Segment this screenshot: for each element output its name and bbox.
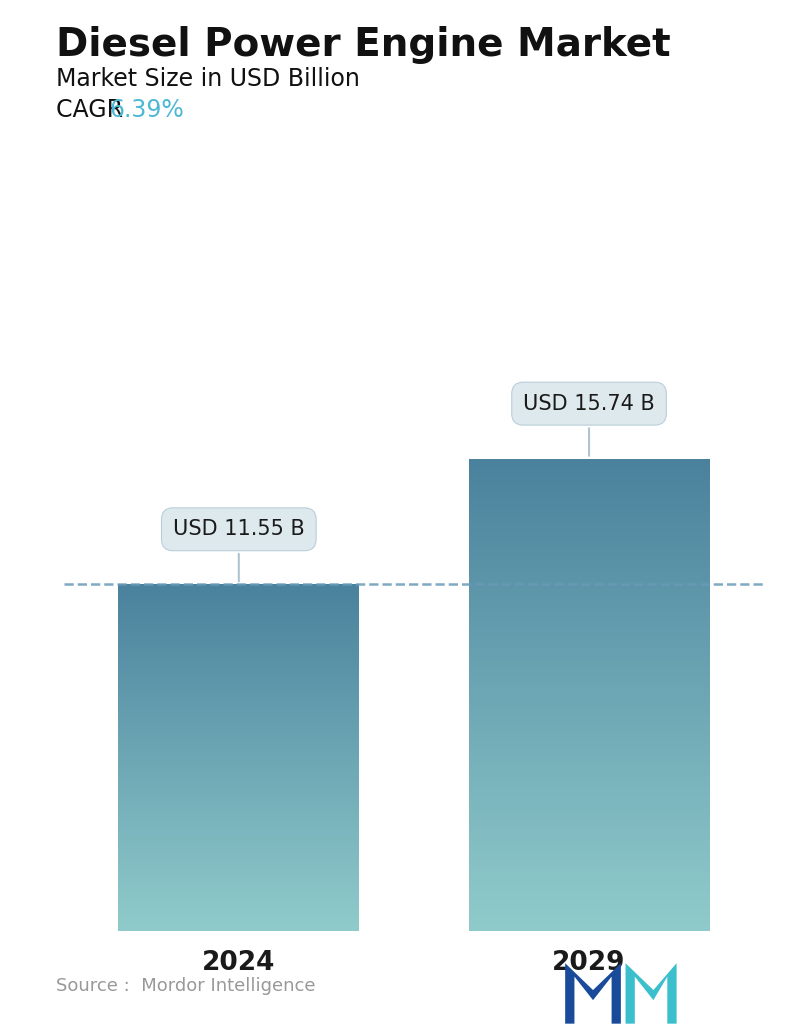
Text: Market Size in USD Billion: Market Size in USD Billion — [56, 67, 360, 91]
Polygon shape — [626, 964, 677, 1024]
Text: USD 15.74 B: USD 15.74 B — [523, 394, 655, 456]
Text: Diesel Power Engine Market: Diesel Power Engine Market — [56, 26, 670, 64]
Text: Source :  Mordor Intelligence: Source : Mordor Intelligence — [56, 977, 315, 995]
Text: USD 11.55 B: USD 11.55 B — [173, 519, 305, 581]
Polygon shape — [565, 964, 621, 1024]
Text: 6.39%: 6.39% — [109, 98, 184, 122]
Text: CAGR: CAGR — [56, 98, 131, 122]
